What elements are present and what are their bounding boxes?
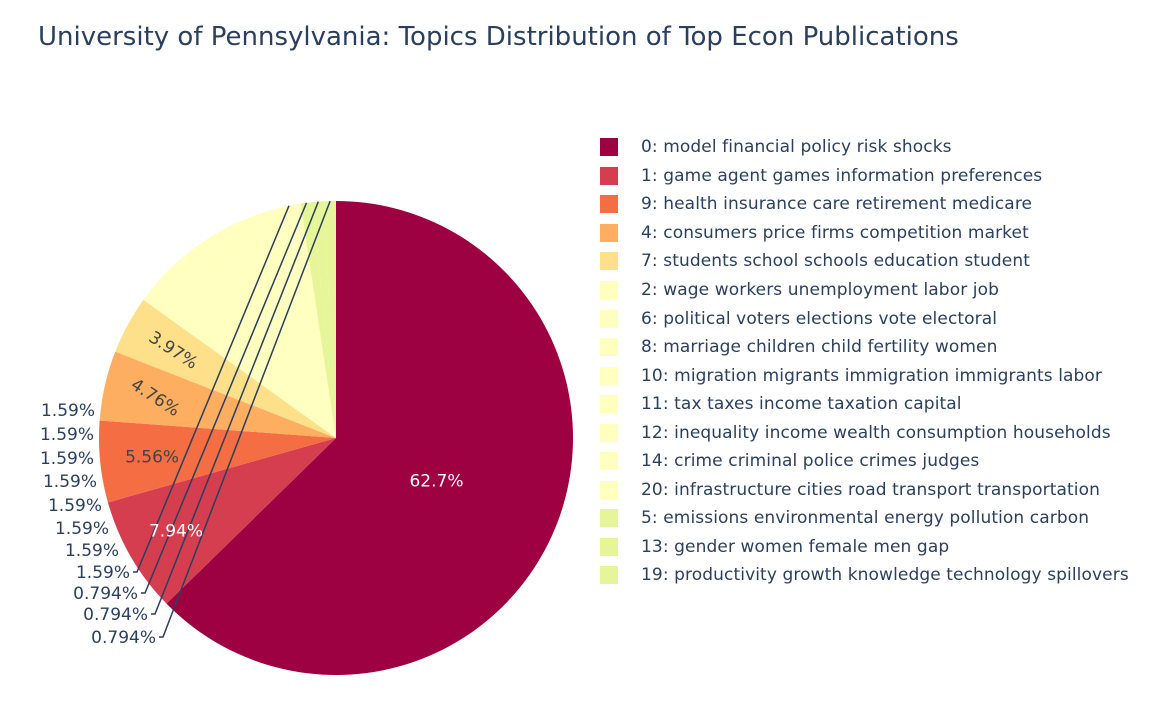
legend-item[interactable]: 11: tax taxes income taxation capital bbox=[600, 390, 1129, 419]
legend-label: 19: productivity growth knowledge techno… bbox=[641, 565, 1129, 586]
slice-label: 1.59% bbox=[76, 563, 130, 583]
legend-label: 12: inequality income wealth consumption… bbox=[641, 422, 1111, 443]
legend-swatch bbox=[600, 138, 618, 157]
slice-label: 5.56% bbox=[125, 448, 179, 468]
slice-label: 1.59% bbox=[65, 541, 119, 561]
legend-swatch bbox=[600, 480, 618, 499]
legend-swatch bbox=[600, 509, 618, 528]
slice-label: 1.59% bbox=[40, 425, 94, 445]
legend-label: 8: marriage children child fertility wom… bbox=[641, 337, 998, 358]
legend-label: 14: crime criminal police crimes judges bbox=[641, 451, 980, 472]
slice-label: 1.59% bbox=[55, 519, 109, 539]
slice-label: 7.94% bbox=[149, 522, 203, 542]
pie-slice bbox=[166, 201, 573, 675]
legend-item[interactable]: 0: model financial policy risk shocks bbox=[600, 133, 1129, 162]
legend-swatch bbox=[600, 537, 618, 556]
legend-item[interactable]: 1: game agent games information preferen… bbox=[600, 162, 1129, 191]
pie-slice bbox=[254, 208, 336, 438]
legend-swatch bbox=[600, 223, 618, 242]
legend-swatch bbox=[600, 366, 618, 385]
slice-label: 1.59% bbox=[43, 472, 97, 492]
legend-swatch bbox=[600, 252, 618, 271]
pie-slice bbox=[107, 438, 337, 604]
legend-label: 11: tax taxes income taxation capital bbox=[641, 394, 962, 415]
legend-swatch bbox=[600, 195, 618, 214]
slice-label: 62.7% bbox=[409, 471, 463, 491]
pie-slice bbox=[212, 224, 336, 438]
legend-swatch bbox=[600, 166, 618, 185]
legend-swatch bbox=[600, 395, 618, 414]
pie-slice bbox=[324, 200, 336, 438]
legend-swatch bbox=[600, 423, 618, 442]
slice-label: 0.794% bbox=[73, 584, 138, 604]
legend-label: 6: political voters elections vote elect… bbox=[641, 308, 998, 329]
legend-label: 20: infrastructure cities road transport… bbox=[641, 479, 1100, 500]
legend-swatch bbox=[600, 281, 618, 299]
legend-label: 7: students school schools education stu… bbox=[641, 251, 1031, 272]
pie-slice bbox=[233, 215, 336, 438]
legend-label: 4: consumers price firms competition mar… bbox=[641, 222, 1029, 243]
legend-item[interactable]: 20: infrastructure cities road transport… bbox=[600, 476, 1129, 505]
legend-label: 2: wage workers unemployment labor job bbox=[641, 280, 1000, 300]
legend-item[interactable]: 5: emissions environmental energy pollut… bbox=[600, 504, 1129, 533]
pie-slice bbox=[277, 203, 336, 438]
label-connector bbox=[133, 205, 290, 573]
slice-label: 0.794% bbox=[91, 628, 156, 648]
legend-label: 0: model financial policy risk shocks bbox=[641, 137, 952, 158]
pie-slice bbox=[158, 264, 336, 438]
legend-item[interactable]: 9: health insurance care retirement medi… bbox=[600, 190, 1129, 219]
pie-slice bbox=[115, 299, 336, 438]
legend-swatch bbox=[600, 309, 618, 328]
legend-item[interactable]: 10: migration migrants immigration immig… bbox=[600, 361, 1129, 390]
label-connector bbox=[159, 200, 331, 638]
legend-item[interactable]: 19: productivity growth knowledge techno… bbox=[600, 561, 1129, 590]
slice-label: 0.794% bbox=[83, 605, 148, 625]
legend-item[interactable]: 14: crime criminal police crimes judges bbox=[600, 447, 1129, 476]
legend-label: 13: gender women female men gap bbox=[641, 536, 950, 557]
legend-label: 5: emissions environmental energy pollut… bbox=[641, 508, 1090, 529]
legend-item[interactable]: 13: gender women female men gap bbox=[600, 533, 1129, 562]
legend-item[interactable]: 12: inequality income wealth consumption… bbox=[600, 418, 1129, 447]
legend: 0: model financial policy risk shocks 1: … bbox=[600, 133, 1129, 590]
pie-slice bbox=[174, 249, 336, 438]
label-connector bbox=[141, 202, 308, 594]
pie-slice bbox=[99, 420, 337, 503]
slice-label: 1.59% bbox=[40, 449, 94, 469]
label-connector bbox=[151, 201, 319, 615]
pie-slice bbox=[143, 281, 336, 438]
pie-slice bbox=[312, 201, 336, 438]
legend-item[interactable]: 6: political voters elections vote elect… bbox=[600, 304, 1129, 333]
legend-swatch bbox=[600, 452, 618, 471]
slice-label: 1.59% bbox=[48, 496, 102, 516]
legend-item[interactable]: 7: students school schools education stu… bbox=[600, 247, 1129, 276]
legend-swatch bbox=[600, 338, 618, 357]
pie-slice bbox=[99, 351, 337, 438]
legend-item[interactable]: 4: consumers price firms competition mar… bbox=[600, 219, 1129, 248]
slice-label: 1.59% bbox=[41, 401, 95, 421]
chart-title: University of Pennsylvania: Topics Distr… bbox=[38, 22, 959, 52]
legend-item[interactable]: 2: wage workers unemployment labor job bbox=[600, 276, 1129, 305]
legend-item[interactable]: 8: marriage children child fertility wom… bbox=[600, 333, 1129, 362]
legend-label: 10: migration migrants immigration immig… bbox=[641, 365, 1103, 386]
legend-label: 1: game agent games information preferen… bbox=[641, 165, 1043, 186]
pie-slice bbox=[300, 202, 336, 438]
legend-label: 9: health insurance care retirement medi… bbox=[641, 194, 1033, 215]
legend-swatch bbox=[600, 566, 618, 585]
